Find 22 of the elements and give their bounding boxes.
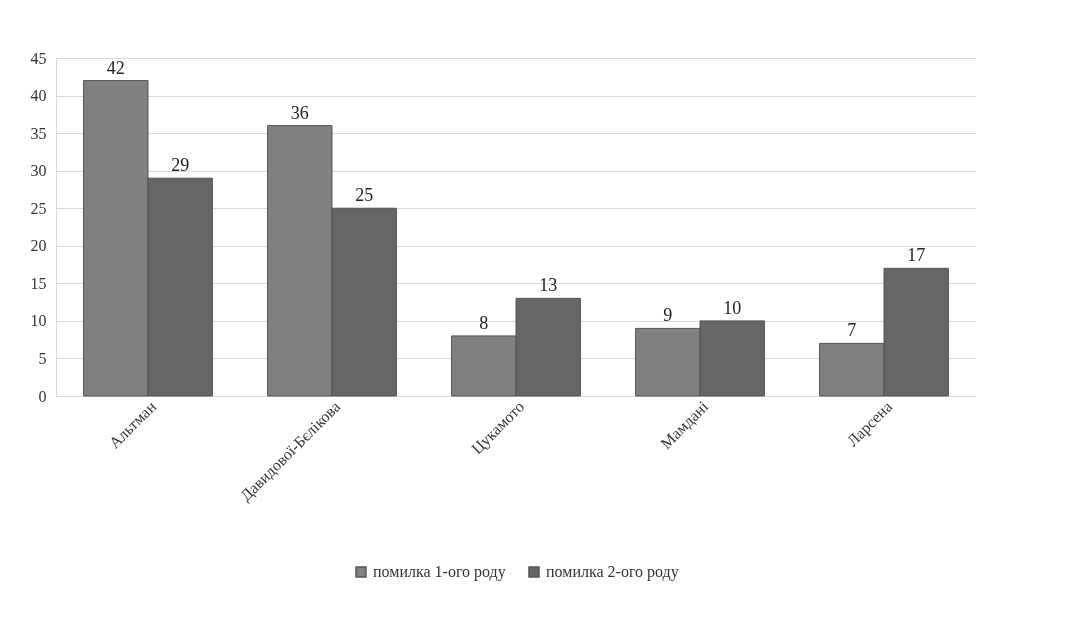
data-label: 10 bbox=[723, 297, 742, 318]
data-label: 8 bbox=[479, 312, 489, 333]
data-label: 42 bbox=[106, 57, 125, 78]
data-label: 13 bbox=[539, 275, 558, 296]
y-tick-label: 30 bbox=[30, 162, 47, 180]
y-tick-label: 10 bbox=[30, 312, 47, 330]
y-tick-label: 45 bbox=[30, 49, 47, 67]
y-tick-label: 0 bbox=[38, 387, 47, 405]
data-label: 29 bbox=[171, 155, 190, 176]
y-tick-label: 35 bbox=[30, 124, 47, 142]
data-label: 17 bbox=[907, 245, 926, 266]
data-label: 7 bbox=[847, 320, 857, 341]
legend-label: помилка 2-ого роду bbox=[546, 563, 679, 581]
y-tick-label: 15 bbox=[30, 274, 47, 292]
data-label: 9 bbox=[663, 305, 673, 326]
y-tick-label: 40 bbox=[30, 87, 47, 105]
y-tick-label: 5 bbox=[38, 349, 47, 367]
y-tick-label: 25 bbox=[30, 199, 47, 217]
data-label: 36 bbox=[290, 102, 309, 123]
y-tick-label: 20 bbox=[30, 237, 47, 255]
legend-label: помилка 1-ого роду bbox=[373, 563, 506, 581]
data-label: 25 bbox=[355, 185, 374, 206]
